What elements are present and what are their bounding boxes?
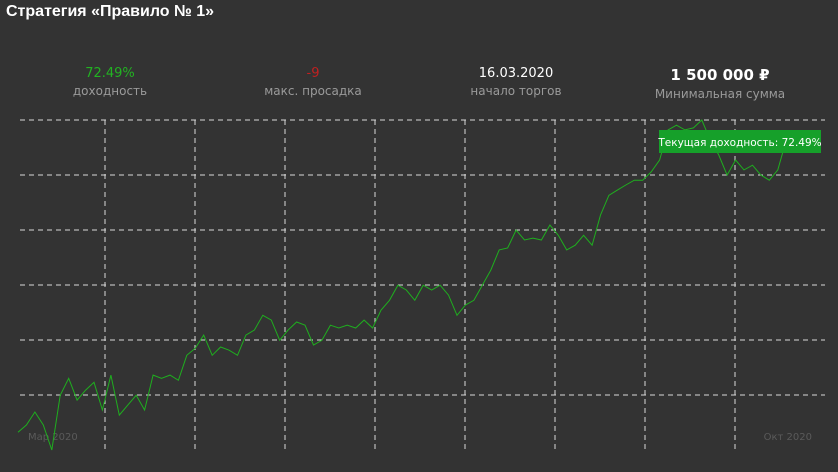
grid (20, 119, 825, 450)
stat-value: 1 500 000 ₽ (670, 66, 770, 84)
stat-value: 72.49% (85, 66, 135, 81)
stat-label: доходность (72, 84, 148, 98)
stat: 72.49% доходность (20, 66, 200, 98)
stat-label: начало торгов (470, 84, 562, 98)
line (17, 119, 820, 451)
stat: 1 500 000 ₽ Минимальная сумма (630, 66, 810, 101)
stat: -9 макс. просадка (223, 66, 403, 98)
stat-label: Минимальная сумма (654, 87, 786, 101)
tooltip-text: Текущая доходность: 72.49% (657, 137, 821, 149)
stat-label: макс. просадка (264, 84, 362, 98)
x-axis-label: Мар 2020 (28, 432, 78, 443)
title: Стратегия «Правило № 1» (6, 3, 215, 20)
x-axis-label: Окт 2020 (764, 432, 812, 443)
stat: 16.03.2020 начало торгов (426, 66, 606, 98)
tooltip-box (659, 130, 821, 153)
stat-value: -9 (306, 66, 320, 81)
stat-value: 16.03.2020 (478, 66, 554, 81)
